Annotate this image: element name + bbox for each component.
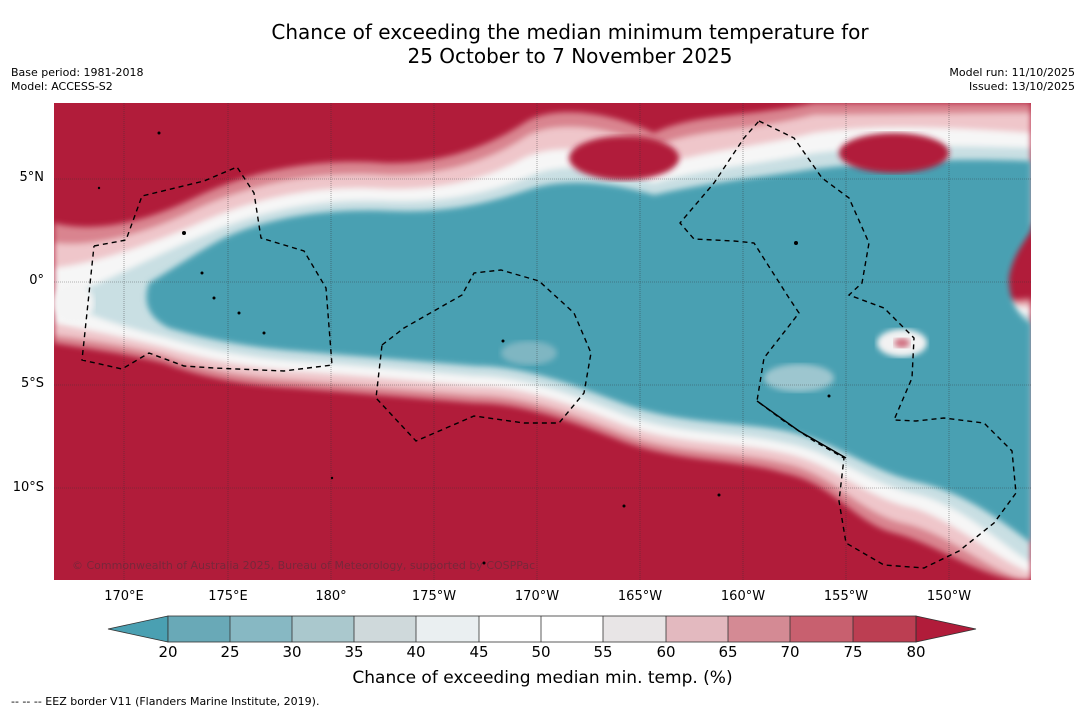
island (622, 504, 626, 508)
model-name: Model: ACCESS-S2 (11, 80, 113, 93)
title-line-1: Chance of exceeding the median minimum t… (271, 20, 869, 44)
colorbar-tick-75: 75 (843, 643, 863, 661)
colorbar-low-arrow (107, 615, 169, 643)
colorbar-bin-65-70 (728, 616, 790, 642)
eez-legend-note: -- -- -- EEZ border V11 (Flanders Marine… (11, 695, 320, 708)
lon-label-165w: 165°W (617, 589, 663, 604)
pale-patch-central (501, 341, 557, 365)
colorbar-tick-20: 20 (158, 643, 178, 661)
colorbar-tick-25: 25 (220, 643, 240, 661)
islands (97, 131, 831, 565)
colorbar (107, 615, 977, 643)
colorbar-bin-50-55 (541, 616, 603, 642)
eez-line-islands (679, 120, 1017, 569)
island (182, 231, 186, 235)
low-probability-region (146, 159, 1031, 543)
colorbar-tick-60: 60 (656, 643, 676, 661)
lon-label-170e: 170°E (104, 589, 144, 604)
pale-patch-west (54, 283, 94, 323)
colorbar-tick-30: 30 (282, 643, 302, 661)
red-patch-northeast (839, 133, 949, 173)
colorbar-tick-35: 35 (344, 643, 364, 661)
graticule (54, 103, 1031, 580)
lon-label-175w: 175°W (411, 589, 457, 604)
colorbar-bin-45-50 (479, 616, 541, 642)
colorbar-bin-35-40 (354, 616, 416, 642)
island (717, 493, 721, 497)
colorbar-tick-70: 70 (780, 643, 800, 661)
title-line-2: 25 October to 7 November 2025 (407, 44, 733, 68)
lat-label-0: 0° (29, 273, 44, 288)
island (212, 296, 216, 300)
colorbar-tick-40: 40 (406, 643, 426, 661)
lat-label-5s: 5°S (20, 376, 44, 391)
colorbar-high-arrow (915, 615, 977, 643)
lon-label-155w: 155°W (823, 589, 869, 604)
eez-borders (81, 120, 1017, 569)
island (501, 339, 505, 343)
island (237, 311, 241, 315)
red-patch-north (569, 136, 679, 180)
colorbar-tick-55: 55 (593, 643, 613, 661)
eez-kiribati-gilberts (81, 166, 333, 372)
colorbar-bin-25-30 (230, 616, 292, 642)
colorbar-bin-40-45 (416, 616, 479, 642)
lat-label-5n: 5°N (19, 170, 45, 185)
island (827, 394, 831, 398)
colorbar-bin-30-35 (292, 616, 354, 642)
lon-label-180: 180° (315, 589, 347, 604)
meta-left: Base period: 1981-2018 Model: ACCESS-S2 (11, 66, 143, 94)
lon-label-150w: 150°W (926, 589, 972, 604)
island (200, 271, 204, 275)
island (482, 561, 486, 565)
island (157, 131, 161, 135)
red-dot-east (894, 338, 910, 348)
colorbar-title: Chance of exceeding median min. temp. (%… (352, 668, 733, 688)
colorbar-frame (167, 615, 917, 643)
lon-label-160w: 160°W (720, 589, 766, 604)
lon-label-175e: 175°E (208, 589, 248, 604)
colorbar-bin-75-80 (853, 616, 916, 642)
issued-date: Issued: 13/10/2025 (968, 80, 1075, 93)
island (97, 186, 101, 190)
colorbar-bin-55-60 (603, 616, 666, 642)
pale-patch-south (764, 364, 834, 392)
colorbar-tick-80: 80 (906, 643, 926, 661)
colorbar-bin-20-25 (168, 616, 230, 642)
lat-label-10s: 10°S (12, 480, 44, 495)
lon-label-170w: 170°W (514, 589, 560, 604)
eez-phoenix (375, 269, 592, 442)
colorbar-dividers (167, 615, 917, 643)
colorbar-tick-65: 65 (718, 643, 738, 661)
colorbar-bin-70-75 (790, 616, 853, 642)
island (330, 476, 334, 480)
colorbar-tick-45: 45 (469, 643, 489, 661)
model-run: Model run: 11/10/2025 (949, 66, 1075, 79)
probability-map (54, 103, 1031, 580)
colorbar-bin-60-65 (666, 616, 728, 642)
island (794, 241, 798, 245)
colorbar-tick-50: 50 (531, 643, 551, 661)
map-title: Chance of exceeding the median minimum t… (0, 20, 1085, 68)
tokelau-solid-border (756, 400, 847, 459)
meta-right: Model run: 11/10/2025 Issued: 13/10/2025 (949, 66, 1075, 94)
base-period: Base period: 1981-2018 (11, 66, 144, 79)
copyright-notice: © Commonwealth of Australia 2025, Bureau… (72, 559, 536, 572)
island (262, 331, 266, 335)
